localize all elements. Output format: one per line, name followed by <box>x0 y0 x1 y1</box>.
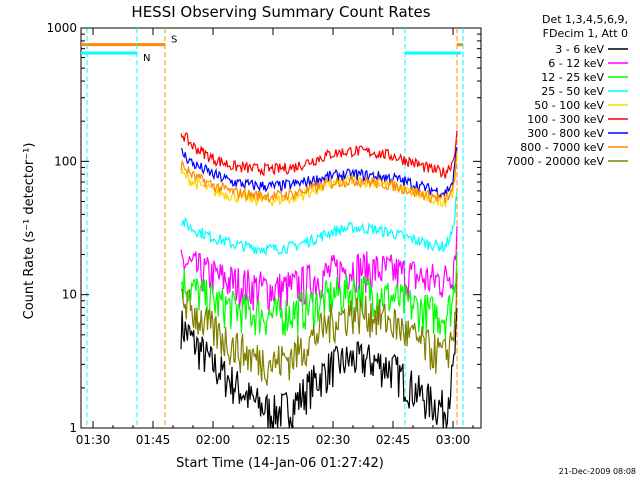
chart-title: HESSI Observing Summary Count Rates <box>131 3 430 21</box>
series-line-1 <box>180 225 458 311</box>
legend-header-line-2: FDecim 1, Att 0 <box>543 27 628 40</box>
legend-label-4: 50 - 100 keV <box>534 99 604 112</box>
legend-header-line-1: Det 1,3,4,5,6,9, <box>542 13 628 26</box>
legend-label-5: 100 - 300 keV <box>527 113 604 126</box>
series-line-2 <box>180 252 458 339</box>
night-flag-label: N <box>143 53 150 64</box>
series-line-3 <box>180 191 458 256</box>
y-tick-label-1: 10 <box>62 288 77 302</box>
series-line-7 <box>180 150 458 204</box>
x-tick-label-4: 02:30 <box>316 433 351 447</box>
series-lines <box>180 130 458 429</box>
y-tick-label-2: 100 <box>54 154 77 168</box>
attenuator-flag-label: S <box>171 35 177 46</box>
legend-label-2: 12 - 25 keV <box>541 71 604 84</box>
legend-label-7: 800 - 7000 keV <box>520 141 604 154</box>
legend-label-6: 300 - 800 keV <box>527 127 604 140</box>
series-line-5 <box>180 130 458 179</box>
legend-label-8: 7000 - 20000 keV <box>506 155 604 168</box>
plot-frame <box>80 27 482 429</box>
x-tick-label-1: 01:45 <box>136 433 171 447</box>
series-line-8 <box>180 272 458 386</box>
legend-label-3: 25 - 50 keV <box>541 85 604 98</box>
x-axis-label: Start Time (14-Jan-06 01:27:42) <box>176 456 384 471</box>
y-axis-label: Count Rate (s⁻¹ detector⁻¹) <box>22 143 37 320</box>
series-line-0 <box>180 307 458 429</box>
legend-label-0: 3 - 6 keV <box>555 43 604 56</box>
series-line-6 <box>180 146 458 199</box>
y-tick-label-0: 1 <box>69 421 77 435</box>
x-tick-label-0: 01:30 <box>76 433 111 447</box>
legend-label-1: 6 - 12 keV <box>548 57 604 70</box>
y-tick-label-3: 1000 <box>46 21 77 35</box>
x-tick-label-5: 02:45 <box>376 433 411 447</box>
x-tick-label-6: 03:00 <box>436 433 471 447</box>
legend: Det 1,3,4,5,6,9, FDecim 1, Att 0 3 - 6 k… <box>506 13 628 168</box>
axes: 01:30 01:45 02:00 02:15 02:30 02:45 03:00 1 10 10… <box>46 21 481 447</box>
x-tick-label-2: 02:00 <box>196 433 231 447</box>
generation-timestamp: 21-Dec-2009 08:08 <box>559 467 636 476</box>
plot-area <box>80 27 482 429</box>
x-tick-label-3: 02:15 <box>256 433 291 447</box>
